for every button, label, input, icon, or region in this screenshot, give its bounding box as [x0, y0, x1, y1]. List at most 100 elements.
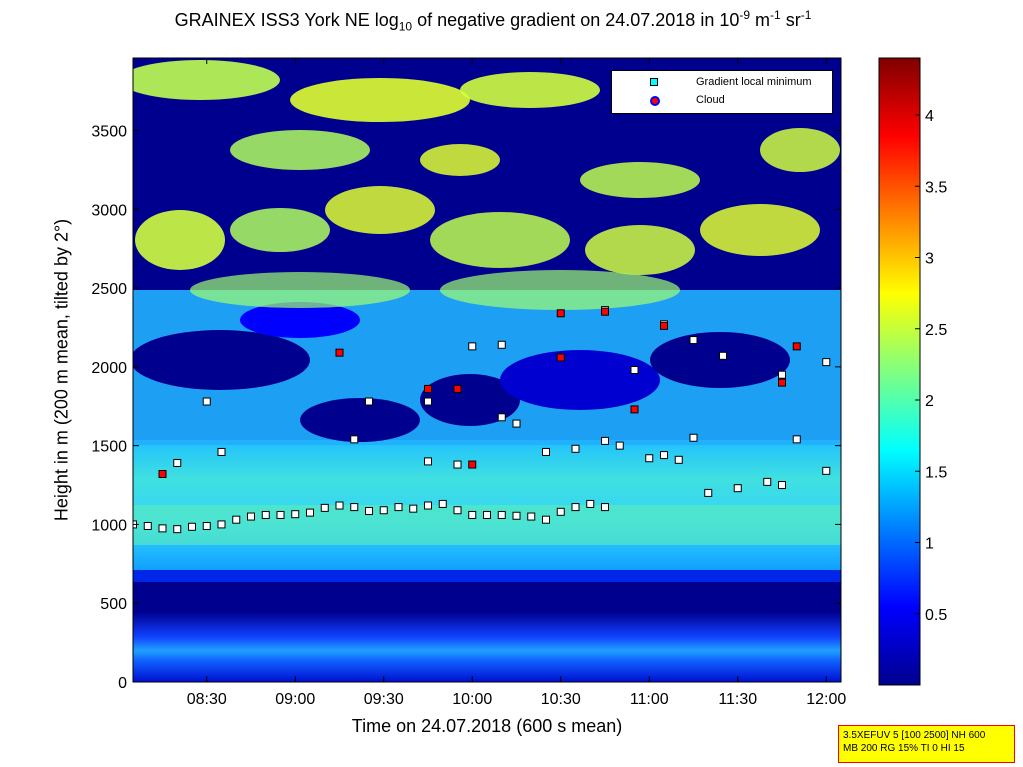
- gradient-minimum-point: [276, 510, 285, 519]
- y-axis: 0 500 1000 1500 2000 2500 3000 3500: [91, 123, 841, 692]
- gradient-minimum-point: [306, 508, 314, 517]
- gradient-minimum-point: [778, 370, 786, 379]
- gradient-minimum-point: [630, 366, 639, 374]
- gradient-minimum-point: [822, 466, 831, 475]
- gradient-minimum-point: [704, 488, 713, 497]
- info-line: MB 200 RG 15% TI 0 HI 15: [843, 743, 965, 754]
- gradient-minimum-point: [202, 522, 211, 530]
- x-tick-label: 08:30: [187, 691, 227, 708]
- gradient-minimum-point: [497, 510, 506, 519]
- cloud-point: [556, 353, 565, 362]
- cloud-point: [424, 384, 432, 393]
- gradient-minimum-point: [556, 507, 565, 516]
- x-tick-label: 11:00: [630, 691, 669, 708]
- x-tick-label: 09:00: [275, 691, 315, 708]
- legend-label: Cloud: [696, 94, 725, 106]
- gradient-minimum-point: [350, 435, 359, 444]
- y-axis-label: Height in m (200 m mean, tilted by 2°): [51, 218, 72, 522]
- colorbar-tick-label: 2.5: [925, 322, 947, 339]
- cloud-point: [601, 307, 609, 316]
- gradient-minimum-point: [394, 503, 403, 512]
- legend-entry-gradient: Gradient local minimum: [612, 74, 832, 92]
- gradient-minimum-point: [615, 441, 624, 450]
- x-axis: 08:30 09:00 09:30 10:00 10:30 11:00 11:30 12:00: [187, 58, 846, 708]
- info-line: 3.5XEFUV 5 [100 2500] NH 600: [843, 730, 986, 741]
- gradient-minimum-point: [601, 503, 609, 512]
- gradient-minimum-point: [453, 460, 462, 469]
- x-tick-label: 10:30: [541, 691, 581, 708]
- cloud-point: [468, 460, 477, 469]
- gradient-minimum-point: [792, 435, 801, 444]
- gradient-minimum-point: [689, 336, 698, 345]
- gradient-minimum-point: [379, 506, 388, 515]
- x-tick-label: 09:30: [364, 691, 404, 708]
- gradient-minimum-point: [571, 503, 580, 512]
- cloud-point: [158, 470, 167, 478]
- gradient-minimum-point: [497, 340, 506, 349]
- y-tick-label: 500: [100, 596, 127, 613]
- x-tick-label: 11:30: [718, 691, 757, 708]
- gradient-minimum-point: [365, 507, 373, 516]
- colorbar-tick-label: 1.5: [925, 464, 947, 481]
- gradient-minimum-point: [468, 510, 477, 519]
- cloud-point: [453, 384, 462, 393]
- gradient-minimum-point: [586, 499, 595, 508]
- cloud-point: [335, 348, 344, 357]
- gradient-minimum-point: [674, 455, 683, 464]
- y-tick-label: 2000: [91, 360, 127, 377]
- gradient-minimum-point: [247, 512, 255, 521]
- gradient-minimum-point: [778, 481, 786, 490]
- colorbar: [879, 58, 920, 685]
- gradient-minimum-point: [291, 510, 300, 519]
- gradient-minimum-point: [173, 458, 182, 467]
- y-tick-label: 3500: [91, 123, 127, 140]
- y-tick-label: 2500: [91, 281, 127, 298]
- gradient-minimum-point: [409, 504, 418, 513]
- y-tick-label: 0: [118, 675, 127, 692]
- gradient-minimum-point: [217, 520, 226, 529]
- gradient-minimum-point: [453, 506, 462, 515]
- gradient-minimum-point: [483, 510, 491, 519]
- gradient-minimum-point: [350, 503, 359, 512]
- gradient-minimum-point: [202, 397, 211, 406]
- colorbar-tick-label: 2: [925, 393, 934, 410]
- gradient-minimum-point: [158, 524, 167, 533]
- gradient-minimum-point: [424, 397, 432, 406]
- y-tick-label: 1000: [91, 517, 127, 534]
- gradient-minimum-point: [497, 413, 506, 422]
- cloud-point: [556, 309, 565, 318]
- gradient-minimum-point: [763, 477, 772, 486]
- gradient-minimum-point: [261, 510, 270, 519]
- gradient-minimum-point: [217, 447, 226, 456]
- x-tick-label: 12:00: [806, 691, 846, 708]
- gradient-minimum-point: [468, 342, 477, 351]
- gradient-minimum-point: [424, 457, 432, 466]
- x-axis-label: Time on 24.07.2018 (600 s mean): [351, 716, 623, 736]
- gradient-minimum-point: [542, 515, 550, 524]
- cloud-point: [778, 378, 786, 387]
- colorbar-axis: 0.5 1 1.5 2 2.5 3 3.5 4: [915, 108, 947, 624]
- gradient-minimum-point: [143, 522, 152, 530]
- marker-layer: [133, 306, 831, 534]
- gradient-minimum-point: [438, 499, 447, 508]
- colorbar-tick-label: 0.5: [925, 607, 947, 624]
- gradient-minimum-point: [822, 358, 831, 367]
- colorbar-tick-label: 3: [925, 251, 934, 268]
- colorbar-frame: [878, 57, 921, 686]
- colorbar-tick-label: 3.5: [925, 179, 947, 196]
- y-tick-label: 3000: [91, 202, 127, 219]
- gradient-minimum-point: [512, 511, 521, 520]
- gradient-minimum-point: [660, 451, 668, 460]
- y-tick-label: 1500: [91, 439, 127, 456]
- cloud-point: [630, 405, 639, 414]
- legend: Gradient local minimum Cloud: [611, 70, 833, 114]
- gradient-minimum-point: [173, 525, 182, 534]
- gradient-minimum-point: [689, 433, 698, 442]
- square-marker-icon: [650, 78, 658, 86]
- x-tick-label: 10:00: [452, 691, 492, 708]
- cloud-point: [660, 321, 668, 330]
- gradient-minimum-point: [645, 454, 654, 463]
- gradient-minimum-point: [365, 397, 373, 406]
- gradient-minimum-point: [320, 503, 329, 512]
